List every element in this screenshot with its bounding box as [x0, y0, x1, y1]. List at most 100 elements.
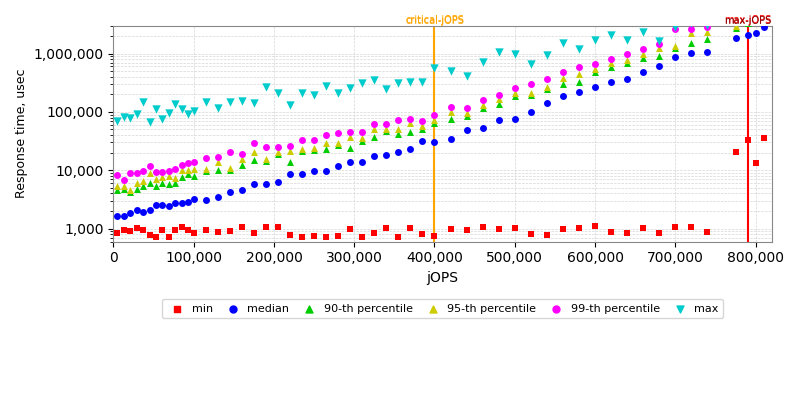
Point [428, 112, 441, 118]
Point [118, 183, 130, 189]
Point [235, 187, 248, 193]
Point [169, 166, 182, 173]
Point [757, 15, 770, 21]
Point [653, 45, 666, 52]
Point [757, 10, 770, 17]
Point [492, 101, 505, 107]
Point [508, 116, 521, 122]
Point [392, 148, 405, 155]
Point [605, 56, 618, 62]
Point [308, 168, 321, 174]
Point [368, 121, 381, 127]
Point [525, 90, 538, 96]
Point [621, 59, 634, 66]
Point [356, 159, 369, 165]
Point [460, 227, 473, 233]
Point [169, 227, 182, 234]
Point [637, 68, 650, 75]
Point [525, 108, 538, 115]
Y-axis label: Response time, usec: Response time, usec [15, 69, 28, 198]
Point [182, 110, 194, 117]
Point [589, 66, 602, 72]
Point [508, 225, 521, 231]
Point [749, 4, 762, 10]
Point [320, 234, 333, 240]
Point [444, 226, 457, 232]
Point [111, 172, 124, 178]
Point [247, 140, 260, 146]
Point [476, 59, 489, 65]
Point [283, 147, 296, 154]
Point [557, 225, 570, 232]
Point [271, 90, 284, 97]
Point [492, 49, 505, 56]
Point [380, 121, 393, 128]
Point [124, 170, 137, 176]
Point [344, 159, 357, 165]
Point [199, 166, 212, 172]
Point [685, 50, 698, 56]
Point [525, 61, 538, 67]
Point [156, 116, 169, 123]
Point [150, 168, 162, 175]
Point [573, 70, 586, 77]
Point [182, 167, 194, 173]
Point [729, 25, 742, 31]
Point [669, 45, 682, 51]
Point [199, 226, 212, 233]
Point [223, 189, 236, 195]
Point [283, 159, 296, 166]
Point [162, 110, 175, 116]
Point [283, 170, 296, 177]
Point [416, 126, 429, 132]
Point [749, 30, 762, 36]
Point [332, 163, 345, 170]
Point [392, 80, 405, 86]
Point [525, 231, 538, 237]
Point [653, 62, 666, 69]
Point [428, 65, 441, 71]
Point [685, 20, 698, 26]
Point [124, 189, 137, 195]
Point [308, 137, 321, 143]
Point [428, 233, 441, 239]
Point [416, 78, 429, 85]
Point [187, 229, 200, 236]
Text: critical-jOPS: critical-jOPS [405, 15, 464, 25]
Point [124, 186, 137, 193]
Point [223, 167, 236, 174]
Point [211, 154, 224, 160]
Point [271, 151, 284, 158]
Point [492, 96, 505, 103]
Point [137, 183, 150, 190]
Point [169, 175, 182, 182]
Point [320, 140, 333, 146]
Point [653, 40, 666, 47]
Point [182, 171, 194, 177]
Point [259, 84, 272, 90]
Point [356, 129, 369, 135]
Point [669, 54, 682, 60]
Point [653, 53, 666, 59]
Point [757, 2, 770, 9]
Point [701, 29, 714, 36]
Point [175, 174, 188, 180]
Point [111, 213, 124, 220]
Point [605, 60, 618, 66]
Point [637, 225, 650, 232]
Point [118, 213, 130, 219]
Point [199, 168, 212, 174]
Point [332, 90, 345, 96]
Point [669, 24, 682, 30]
Point [428, 117, 441, 123]
Point [356, 233, 369, 240]
Point [404, 120, 417, 126]
Point [296, 146, 309, 152]
Point [332, 233, 345, 240]
Point [356, 135, 369, 142]
Point [669, 26, 682, 32]
Point [508, 51, 521, 58]
Point [162, 203, 175, 209]
Point [187, 173, 200, 180]
Point [416, 138, 429, 145]
